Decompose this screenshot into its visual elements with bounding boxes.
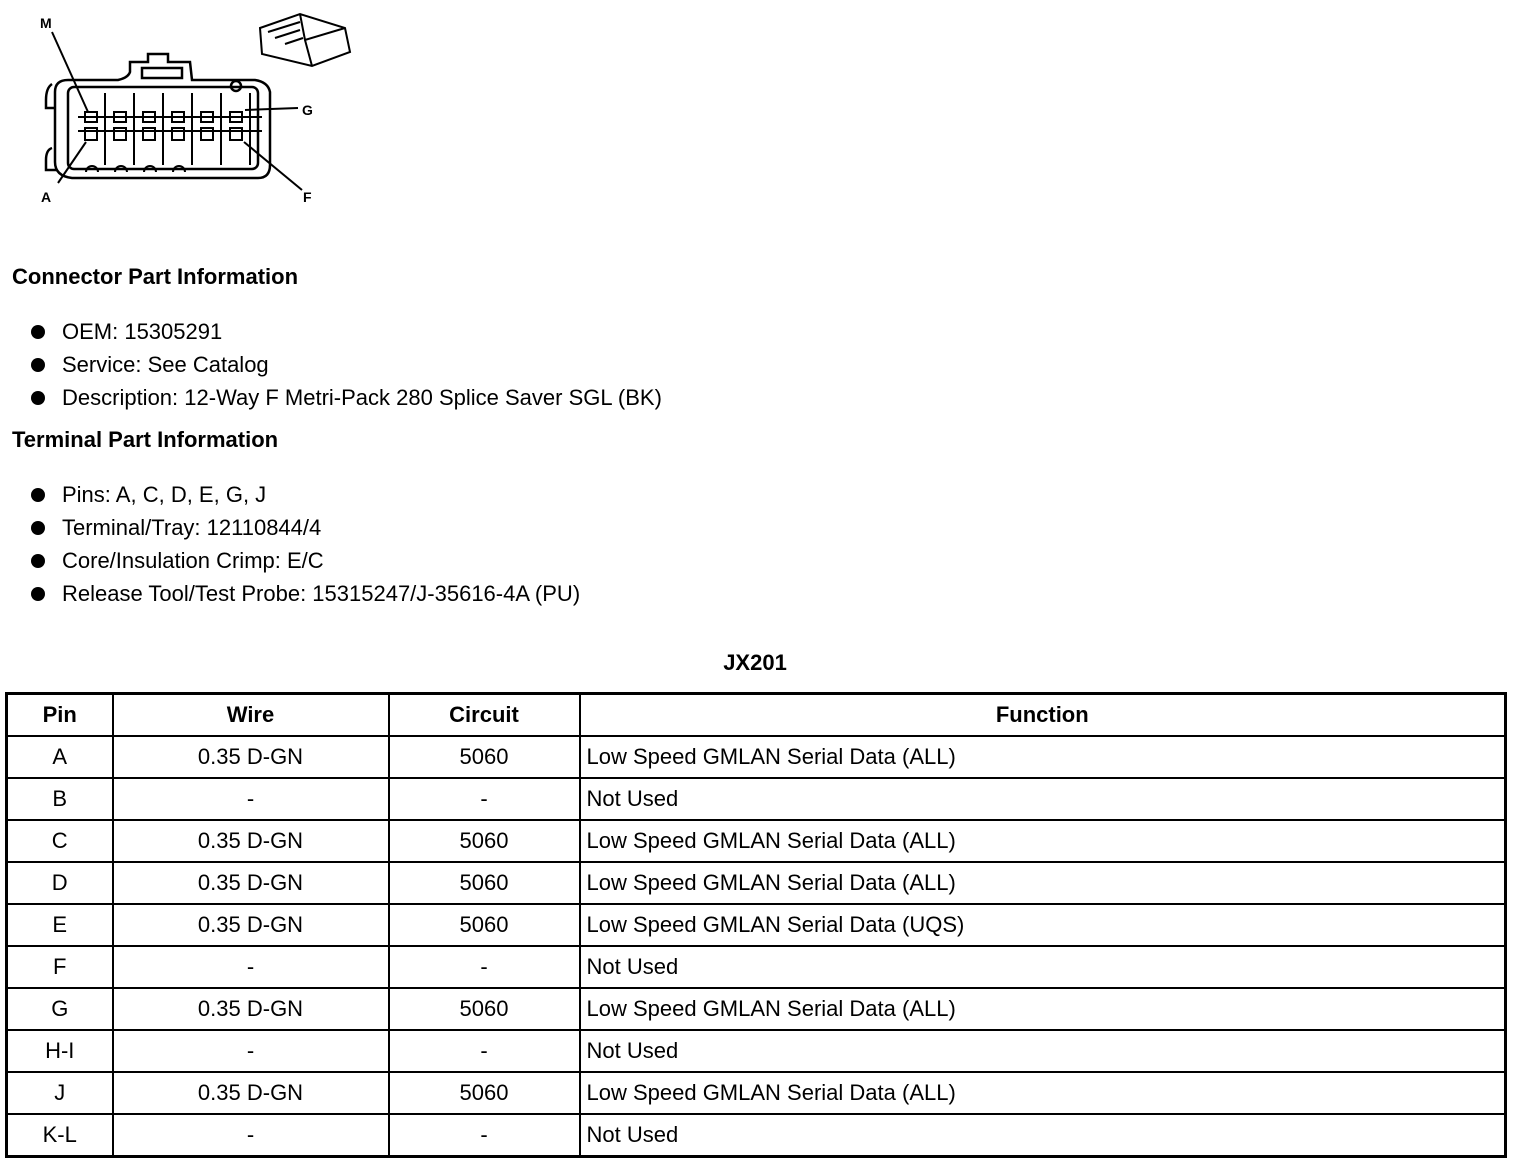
table-row: C 0.35 D-GN 5060 Low Speed GMLAN Serial Dat… [5,819,1507,863]
pin-label-a: A [41,189,51,205]
cell-pin: G [5,987,114,1031]
list-item-text: OEM: 15305291 [62,319,223,344]
cell-pin: F [5,945,114,989]
cell-circuit: 5060 [387,735,581,779]
cell-wire: 0.35 D-GN [111,987,390,1031]
list-item: Core/Insulation Crimp: E/C [28,544,580,577]
list-item: Release Tool/Test Probe: 15315247/J-3561… [28,577,580,610]
cell-pin: C [5,819,114,863]
cell-circuit: 5060 [387,987,581,1031]
bullet-icon [31,325,45,339]
table-row: G 0.35 D-GN 5060 Low Speed GMLAN Serial Dat… [5,987,1507,1031]
list-item-text: Release Tool/Test Probe: 15315247/J-3561… [62,581,581,606]
cell-pin: H-I [5,1029,114,1073]
cell-pin: D [5,861,114,905]
list-item-text: Description: 12-Way F Metri-Pack 280 Spl… [62,385,662,410]
table-row: E 0.35 D-GN 5060 Low Speed GMLAN Serial Dat… [5,903,1507,947]
bullet-icon [31,521,45,535]
cell-wire: - [111,1029,390,1073]
cell-function: Low Speed GMLAN Serial Data (ALL) [578,819,1507,863]
cell-function: Low Speed GMLAN Serial Data (ALL) [578,987,1507,1031]
cell-circuit: 5060 [387,861,581,905]
cell-function: Not Used [578,945,1507,989]
list-item-text: Terminal/Tray: 12110844/4 [62,515,322,540]
cell-wire: - [111,945,390,989]
list-item-text: Pins: A, C, D, E, G, J [62,482,267,507]
table-row: H-I - - Not Used [5,1029,1507,1073]
terminal-info-heading: Terminal Part Information [12,427,279,452]
connector-info-list: OEM: 15305291 Service: See Catalog Descr… [28,315,662,414]
cell-function: Low Speed GMLAN Serial Data (ALL) [578,735,1507,779]
cell-wire: 0.35 D-GN [111,861,390,905]
cell-wire: 0.35 D-GN [111,903,390,947]
cell-pin: K-L [5,1113,114,1158]
list-item: OEM: 15305291 [28,315,662,348]
table-row: F - - Not Used [5,945,1507,989]
cell-wire: 0.35 D-GN [111,1071,390,1115]
list-item: Description: 12-Way F Metri-Pack 280 Spl… [28,381,662,414]
connector-diagram: M G A F [40,12,352,205]
table-title: JX201 [723,650,787,675]
table-row: B - - Not Used [5,777,1507,821]
cell-function: Low Speed GMLAN Serial Data (UQS) [578,903,1507,947]
bullet-icon [31,587,45,601]
pinout-table: Pin Wire Circuit Function A 0.35 D-GN 5060… [5,692,1507,1158]
cell-wire: - [111,1113,390,1158]
cell-wire: 0.35 D-GN [111,819,390,863]
cell-circuit: - [387,945,581,989]
cell-circuit: - [387,1113,581,1158]
connector-info-heading: Connector Part Information [12,264,299,289]
cell-circuit: - [387,777,581,821]
table-header-row: Pin Wire Circuit Function [5,692,1507,737]
bullet-icon [31,554,45,568]
list-item: Terminal/Tray: 12110844/4 [28,511,580,544]
cell-function: Not Used [578,777,1507,821]
table-row: A 0.35 D-GN 5060 Low Speed GMLAN Serial Dat… [5,735,1507,779]
cell-function: Low Speed GMLAN Serial Data (ALL) [578,1071,1507,1115]
cell-function: Not Used [578,1113,1507,1158]
header-function: Function [578,692,1507,737]
bullet-icon [31,488,45,502]
table-row: J 0.35 D-GN 5060 Low Speed GMLAN Serial Dat… [5,1071,1507,1115]
pin-label-g: G [302,102,313,118]
cell-pin: A [5,735,114,779]
cell-function: Not Used [578,1029,1507,1073]
cell-circuit: 5060 [387,1071,581,1115]
table-row: K-L - - Not Used [5,1113,1507,1158]
cell-circuit: 5060 [387,819,581,863]
cell-pin: E [5,903,114,947]
terminal-info-list: Pins: A, C, D, E, G, J Terminal/Tray: 12… [28,478,580,610]
cell-function: Low Speed GMLAN Serial Data (ALL) [578,861,1507,905]
cell-circuit: 5060 [387,903,581,947]
list-item-text: Core/Insulation Crimp: E/C [62,548,324,573]
header-circuit: Circuit [387,692,581,737]
pin-label-m: M [40,15,52,31]
header-pin: Pin [5,692,114,737]
bullet-icon [31,391,45,405]
table-row: D 0.35 D-GN 5060 Low Speed GMLAN Serial Dat… [5,861,1507,905]
bullet-icon [31,358,45,372]
list-item: Service: See Catalog [28,348,662,381]
cell-wire: - [111,777,390,821]
cell-circuit: - [387,1029,581,1073]
header-wire: Wire [111,692,390,737]
pin-label-f: F [303,189,312,205]
list-item-text: Service: See Catalog [62,352,269,377]
cell-wire: 0.35 D-GN [111,735,390,779]
cell-pin: B [5,777,114,821]
cell-pin: J [5,1071,114,1115]
list-item: Pins: A, C, D, E, G, J [28,478,580,511]
